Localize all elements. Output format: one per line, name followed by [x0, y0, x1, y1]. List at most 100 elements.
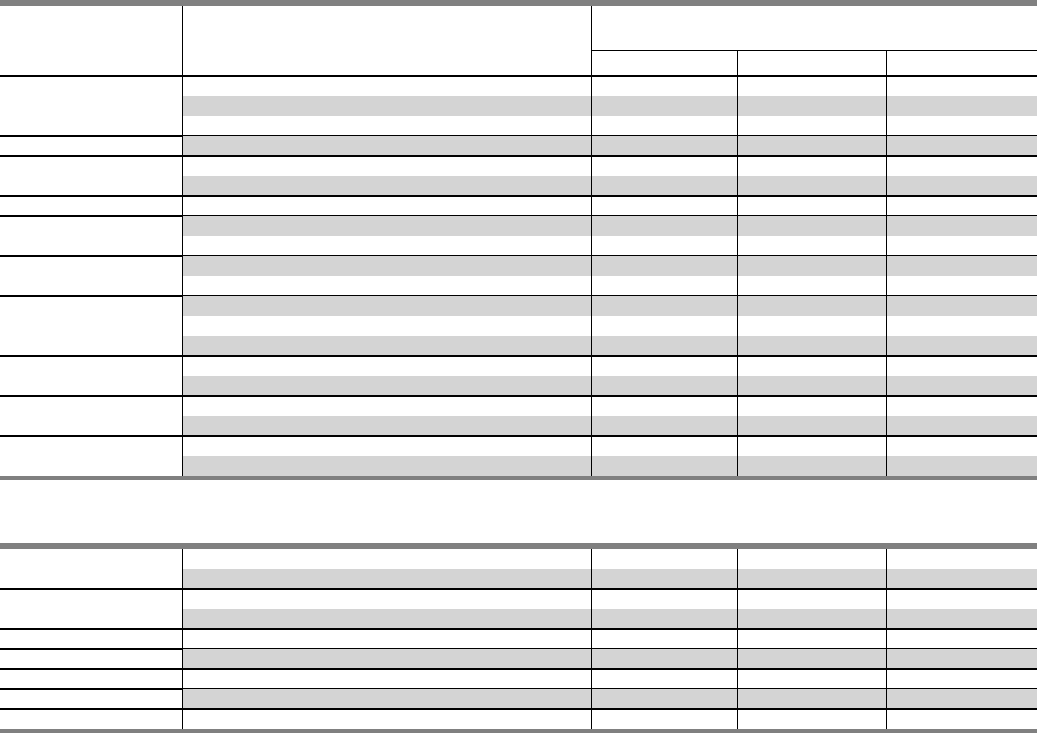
- table-row: [182, 609, 1037, 629]
- table-row: [182, 196, 1037, 216]
- table-row: [182, 376, 1037, 396]
- table-row: [182, 456, 1037, 476]
- column-divider: [886, 689, 887, 709]
- column-divider: [182, 709, 183, 729]
- table-row: [182, 256, 1037, 276]
- table-row: [182, 236, 1037, 256]
- table-row: [182, 649, 1037, 669]
- column-divider: [886, 356, 887, 396]
- column-divider: [591, 156, 592, 196]
- column-divider: [182, 256, 183, 296]
- column-divider: [182, 396, 183, 436]
- table-row: [182, 316, 1037, 336]
- table-row: [182, 709, 1037, 729]
- column-divider: [591, 136, 592, 156]
- column-divider: [591, 256, 592, 296]
- column-divider: [737, 396, 738, 436]
- column-divider: [182, 689, 183, 709]
- column-divider: [182, 6, 183, 76]
- column-divider: [737, 629, 738, 649]
- table-row: [182, 276, 1037, 296]
- column-divider: [591, 669, 592, 689]
- column-divider: [182, 669, 183, 689]
- column-divider: [737, 356, 738, 396]
- column-divider: [886, 76, 887, 136]
- table-top-rule: [0, 543, 1037, 549]
- column-divider: [737, 436, 738, 476]
- row-group-rule: [0, 435, 1037, 437]
- header-bottom-rule: [0, 75, 1037, 77]
- table-row: [182, 549, 1037, 569]
- column-divider: [182, 549, 183, 589]
- row-group-rule: [0, 668, 1037, 670]
- row-group-rule: [0, 628, 1037, 630]
- column-divider: [737, 649, 738, 669]
- table-row: [182, 589, 1037, 609]
- column-divider: [591, 549, 592, 589]
- column-divider: [182, 629, 183, 649]
- table-row: [182, 569, 1037, 589]
- table-row: [182, 396, 1037, 416]
- column-divider: [182, 136, 183, 156]
- column-divider: [737, 549, 738, 589]
- column-divider: [886, 669, 887, 689]
- table-row: [182, 116, 1037, 136]
- column-divider: [591, 589, 592, 629]
- column-divider: [591, 216, 592, 256]
- row-group-rule: [0, 155, 1037, 157]
- column-divider: [886, 296, 887, 356]
- column-divider: [591, 436, 592, 476]
- column-divider: [886, 549, 887, 589]
- column-divider: [886, 156, 887, 196]
- column-divider: [737, 589, 738, 629]
- header-subrule: [591, 50, 1037, 51]
- column-divider: [737, 256, 738, 296]
- column-divider: [886, 256, 887, 296]
- column-divider: [591, 396, 592, 436]
- column-divider: [182, 649, 183, 669]
- column-divider: [886, 589, 887, 629]
- column-divider: [591, 6, 592, 76]
- column-divider: [737, 51, 738, 76]
- table-row: [182, 96, 1037, 116]
- column-divider: [737, 669, 738, 689]
- column-divider: [886, 216, 887, 256]
- column-divider: [886, 396, 887, 436]
- row-group-rule: [0, 355, 1037, 357]
- table-row: [182, 436, 1037, 456]
- table-row: [182, 136, 1037, 156]
- column-divider: [591, 689, 592, 709]
- column-divider: [182, 76, 183, 136]
- table-row: [182, 216, 1037, 236]
- row-group-rule: [0, 195, 1037, 197]
- table-row: [182, 336, 1037, 356]
- column-divider: [591, 649, 592, 669]
- column-divider: [182, 356, 183, 396]
- column-divider: [182, 156, 183, 196]
- table-row: [182, 669, 1037, 689]
- column-divider: [737, 196, 738, 216]
- column-divider: [591, 709, 592, 729]
- table-row: [182, 76, 1037, 96]
- column-divider: [591, 76, 592, 136]
- column-divider: [737, 296, 738, 356]
- table-bottom-rule: [0, 729, 1037, 733]
- column-divider: [886, 436, 887, 476]
- table-row: [182, 176, 1037, 196]
- table-row: [182, 356, 1037, 376]
- row-group-rule: [0, 708, 1037, 710]
- column-divider: [182, 196, 183, 216]
- column-divider: [886, 196, 887, 216]
- column-divider: [886, 136, 887, 156]
- column-divider: [591, 629, 592, 649]
- column-divider: [182, 589, 183, 629]
- column-divider: [591, 296, 592, 356]
- column-divider: [737, 709, 738, 729]
- column-divider: [737, 689, 738, 709]
- column-divider: [886, 709, 887, 729]
- column-divider: [591, 356, 592, 396]
- column-divider: [886, 649, 887, 669]
- table-top-rule: [0, 0, 1037, 6]
- column-divider: [182, 296, 183, 356]
- column-divider: [737, 76, 738, 136]
